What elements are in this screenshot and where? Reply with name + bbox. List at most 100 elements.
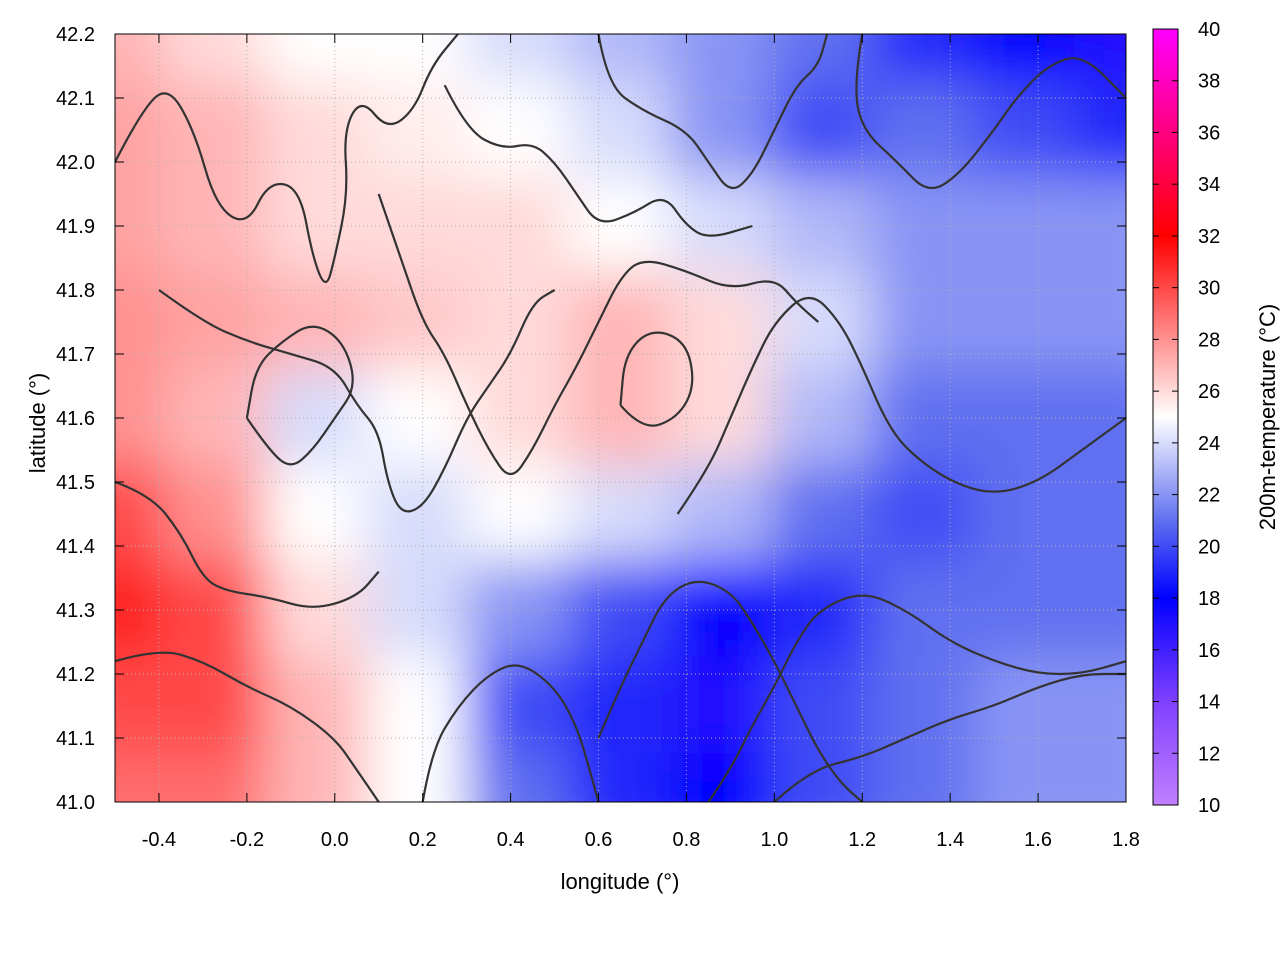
heatmap-cell (872, 657, 976, 755)
heatmap-cell (366, 81, 470, 179)
colorbar-tick-label: 30 (1198, 278, 1220, 300)
heatmap-cell (366, 177, 470, 275)
heatmap-cell (164, 753, 268, 802)
heatmap-cell (973, 34, 1077, 83)
y-tick-label: 41.9 (56, 216, 95, 238)
heatmap-cell (1074, 273, 1126, 371)
heatmap-cell (973, 753, 1077, 802)
contour-line (597, 580, 864, 802)
heatmap-cell (467, 34, 571, 83)
colorbar-tick-label: 28 (1198, 329, 1220, 351)
contour-line (158, 289, 556, 513)
heatmap-field (115, 34, 1126, 802)
heatmap-cell (872, 465, 976, 563)
heatmap-cell (670, 177, 774, 275)
contour-line (115, 480, 380, 608)
x-tick-label: -0.4 (142, 829, 176, 851)
heatmap-cell (366, 657, 470, 755)
colorbar-tick-label: 24 (1198, 433, 1220, 455)
heatmap-cell (670, 753, 774, 802)
heatmap-cell (265, 177, 369, 275)
heatmap-cell (568, 34, 673, 83)
heatmap-cell (164, 273, 268, 371)
y-tick-label: 41.7 (56, 344, 95, 366)
heatmap-cell (670, 34, 774, 83)
colorbar-strip (1152, 28, 1179, 806)
heatmap-cell (164, 81, 268, 179)
colorbar-tick-label: 16 (1198, 640, 1220, 662)
heatmap-cell (115, 273, 167, 371)
colorbar: 10 12 14 16 18 20 22 24 26 28 30 32 34 36 38 40 200m-te… (1152, 19, 1280, 817)
colorbar-tick-label: 34 (1198, 174, 1220, 196)
heatmap-cell (265, 34, 369, 83)
heatmap-cell (771, 34, 875, 83)
colorbar-tick-label: 18 (1198, 588, 1220, 610)
heatmap-cell (467, 465, 571, 563)
heatmap-cell (771, 753, 875, 802)
heatmap-cell (670, 81, 774, 179)
colorbar-tick-label: 40 (1198, 19, 1220, 41)
contour-line (377, 193, 820, 476)
y-tick-label: 42.2 (56, 24, 95, 46)
contour-line (115, 651, 380, 802)
heatmap-cell (467, 657, 571, 755)
x-tick-label: 1.6 (1024, 829, 1052, 851)
x-axis-title: longitude (°) (561, 869, 680, 894)
heatmap-cell (872, 34, 976, 83)
x-tick-label: 1.2 (848, 829, 876, 851)
colorbar-tick-label: 12 (1198, 743, 1220, 765)
heatmap-cell (115, 34, 167, 83)
heatmap-cell (164, 561, 268, 659)
x-tick-label: -0.2 (230, 829, 264, 851)
y-tick-label: 42.0 (56, 152, 95, 174)
heatmap-cell (670, 465, 774, 563)
x-tick-label: 0.8 (673, 829, 701, 851)
heatmap-cell (872, 273, 976, 371)
heatmap-cell (670, 657, 774, 755)
heatmap-cell (771, 81, 875, 179)
heatmap-cell (1074, 34, 1126, 83)
x-tick-label: 0.4 (497, 829, 525, 851)
colorbar-ticks: 10 12 14 16 18 20 22 24 26 28 30 32 34 36 38 40 (1153, 19, 1220, 817)
contour-lines (115, 34, 1126, 802)
colorbar-tick-label: 38 (1198, 71, 1220, 93)
contour-line (421, 664, 600, 802)
heatmap-cell (670, 369, 774, 467)
x-tick-label: 1.8 (1112, 829, 1140, 851)
x-tick-label: 0.2 (409, 829, 437, 851)
contour-line (115, 34, 459, 284)
contour-line (245, 325, 354, 466)
heatmap-cell (771, 657, 875, 755)
y-tick-label: 41.1 (56, 728, 95, 750)
x-tick-label: 1.4 (936, 829, 964, 851)
heatmap-cell (265, 561, 369, 659)
heatmap-cell (872, 81, 976, 179)
heatmap-cell (973, 273, 1077, 371)
heatmap-cell (771, 177, 875, 275)
heatmap-cell (164, 465, 268, 563)
contour-line (443, 84, 753, 237)
heatmap-cell (1074, 753, 1126, 802)
heatmap-cell (973, 465, 1077, 563)
y-axis-ticks: 41.0 41.1 41.2 41.3 41.4 41.5 41.6 41.7 41.8 41.9… (56, 24, 1126, 814)
plot-area: -0.4 -0.2 0.0 0.2 0.4 0.6 0.8 1.0 1.2 1.4 1.6 1.8 4… (56, 24, 1140, 851)
y-tick-label: 41.0 (56, 792, 95, 814)
colorbar-tick-label: 32 (1198, 226, 1220, 248)
heatmap-cell (568, 561, 673, 659)
heatmap-cell (115, 81, 167, 179)
heatmap-cell (1074, 465, 1126, 563)
heatmap-cell (164, 34, 268, 83)
y-tick-label: 42.1 (56, 88, 95, 110)
x-tick-label: 0.0 (321, 829, 349, 851)
heatmap-cell (771, 465, 875, 563)
colorbar-tick-label: 10 (1198, 795, 1220, 817)
heatmap-cell (115, 465, 167, 563)
x-axis-ticks: -0.4 -0.2 0.0 0.2 0.4 0.6 0.8 1.0 1.2 1.4 1.6 1.8 (142, 34, 1140, 851)
heatmap-cell (164, 657, 268, 755)
heatmap-cell (467, 273, 571, 371)
heatmap-cell (467, 753, 571, 802)
heatmap-cell (1074, 81, 1126, 179)
colorbar-title: 200m-temperature (°C) (1255, 304, 1280, 530)
heatmap-cell (771, 369, 875, 467)
